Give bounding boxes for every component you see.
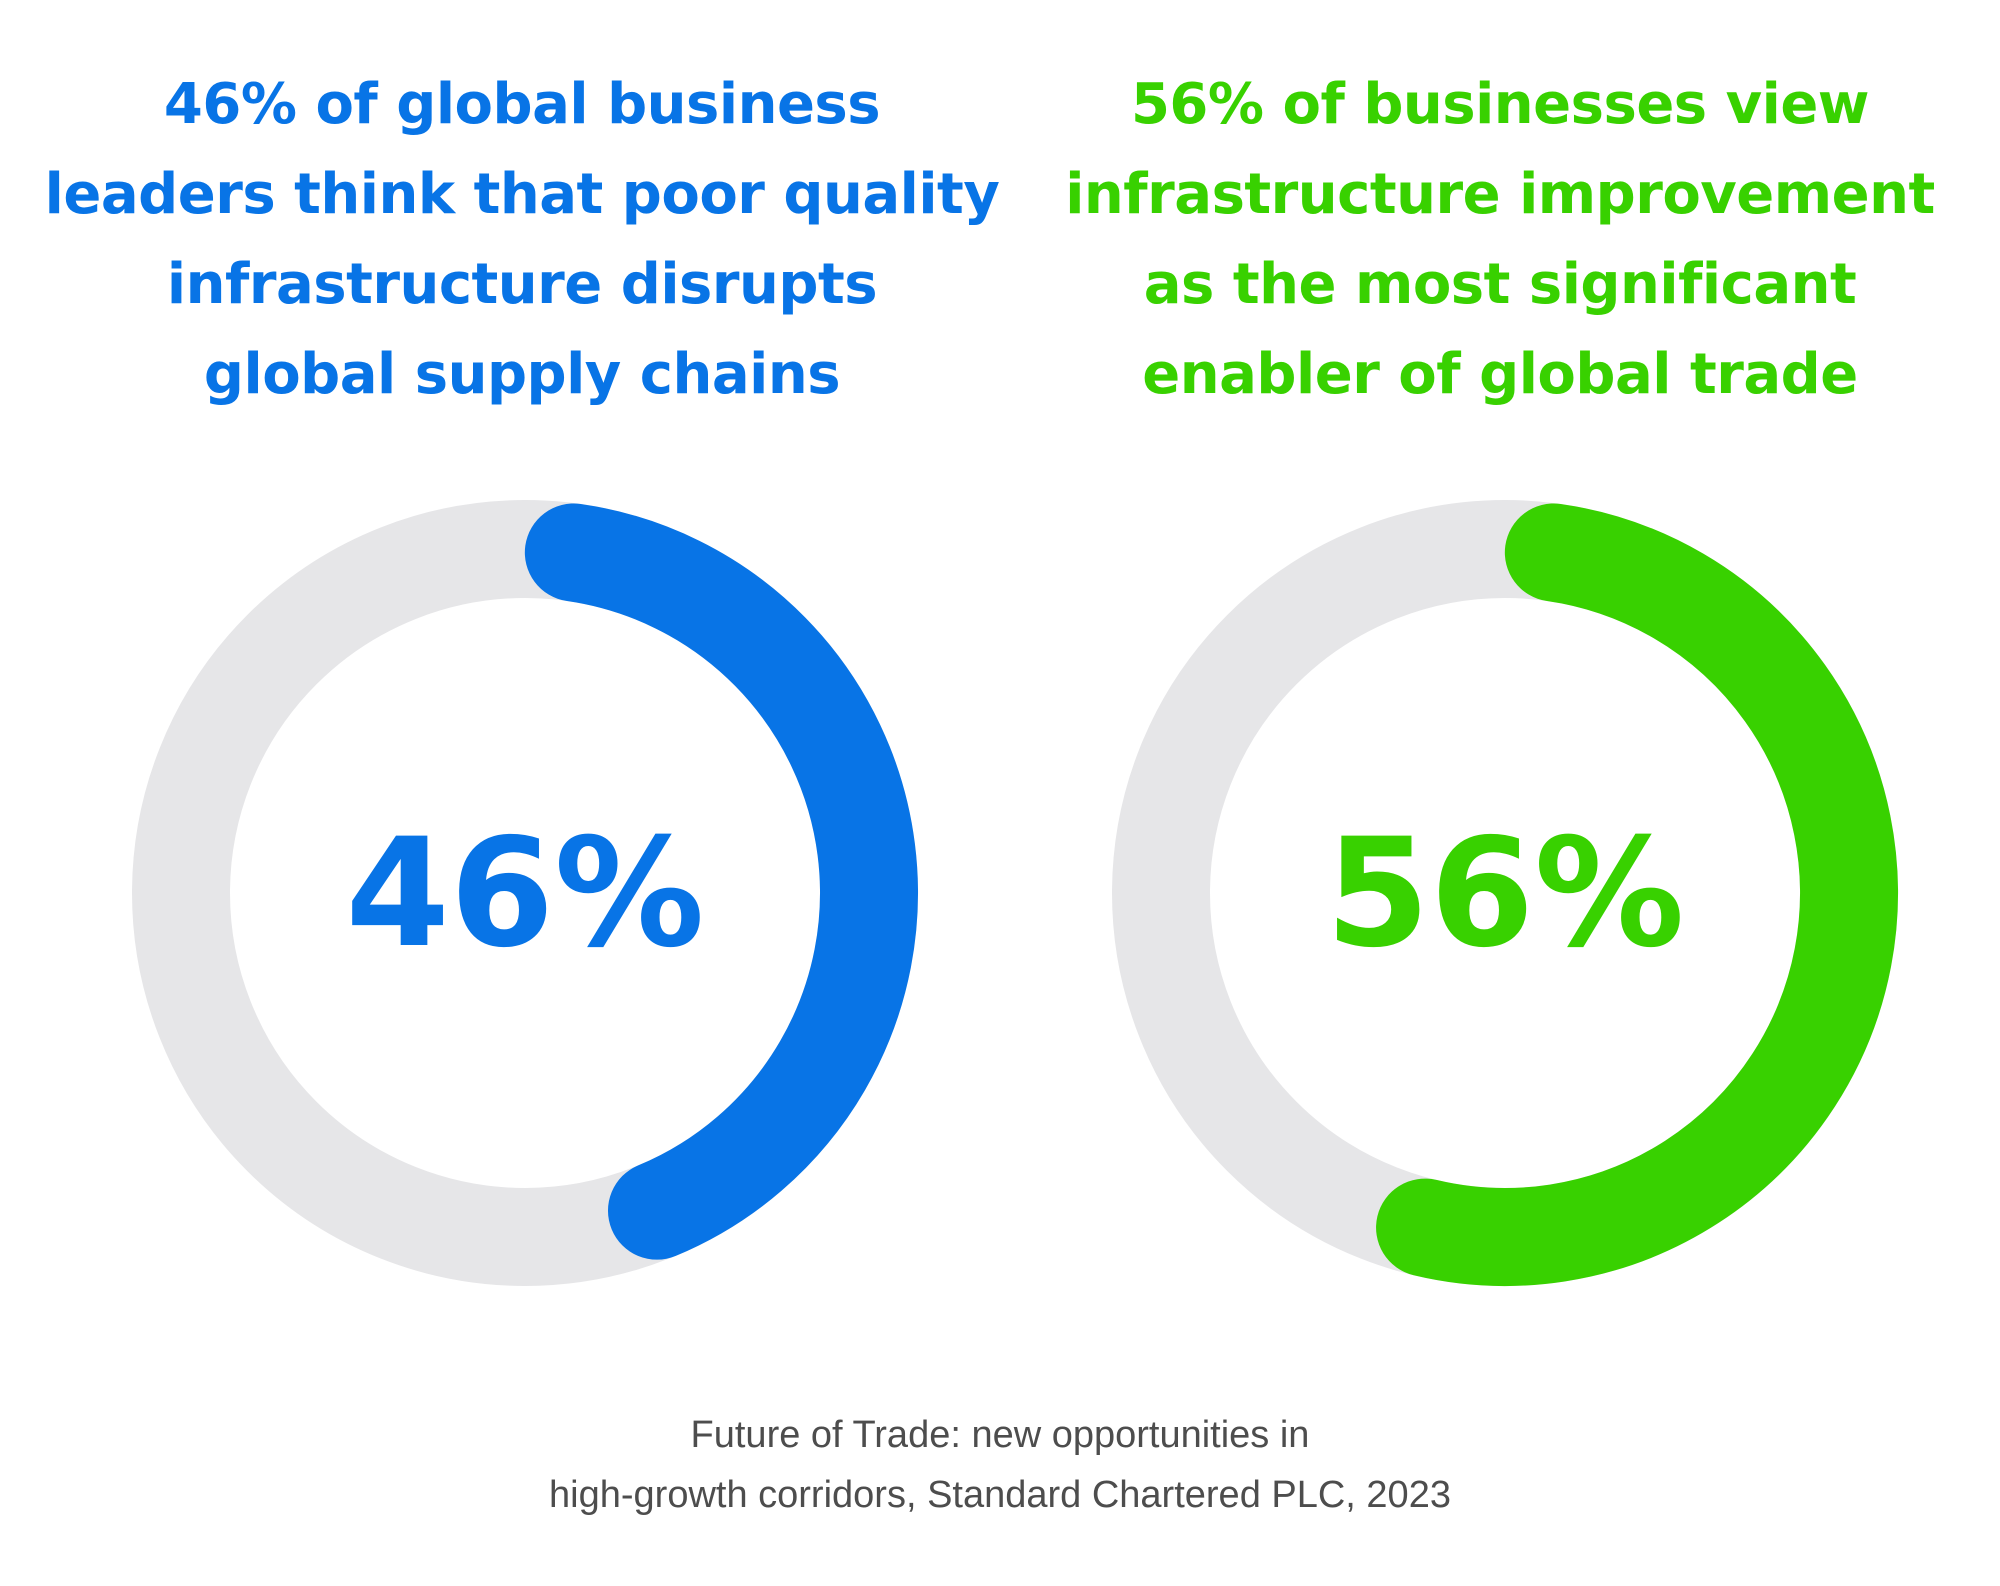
headline-line: as the most significant (1143, 252, 1857, 317)
source-citation: Future of Trade: new opportunities in hi… (0, 1405, 2000, 1525)
headline-right: 56% of businesses view infrastructure im… (1000, 60, 2000, 420)
headline-line: infrastructure disrupts (166, 252, 878, 317)
headline-line: global supply chains (203, 342, 841, 407)
donut-value-label: 46% (345, 807, 704, 981)
source-line-1: Future of Trade: new opportunities in (690, 1414, 1310, 1456)
donut-chart-right: 56% (1112, 500, 1898, 1286)
headline-line: leaders think that poor quality (44, 162, 1000, 227)
donut-progress-arc (1376, 503, 1898, 1286)
stat-panel-right: 56% of businesses view infrastructure im… (1000, 0, 2000, 1360)
headline-line: 46% of global business (163, 72, 881, 137)
source-line-2: high-growth corridors, Standard Chartere… (549, 1474, 1451, 1516)
headline-line: infrastructure improvement (1065, 162, 1935, 227)
stat-panel-left: 46% of global business leaders think tha… (0, 0, 1000, 1360)
donut-progress-arc (524, 503, 918, 1260)
donut-value-label: 56% (1325, 807, 1684, 981)
headline-line: enabler of global trade (1142, 342, 1858, 407)
donut-chart-left: 46% (132, 500, 918, 1286)
headline-line: 56% of businesses view (1130, 72, 1870, 137)
headline-left: 46% of global business leaders think tha… (22, 60, 1022, 420)
